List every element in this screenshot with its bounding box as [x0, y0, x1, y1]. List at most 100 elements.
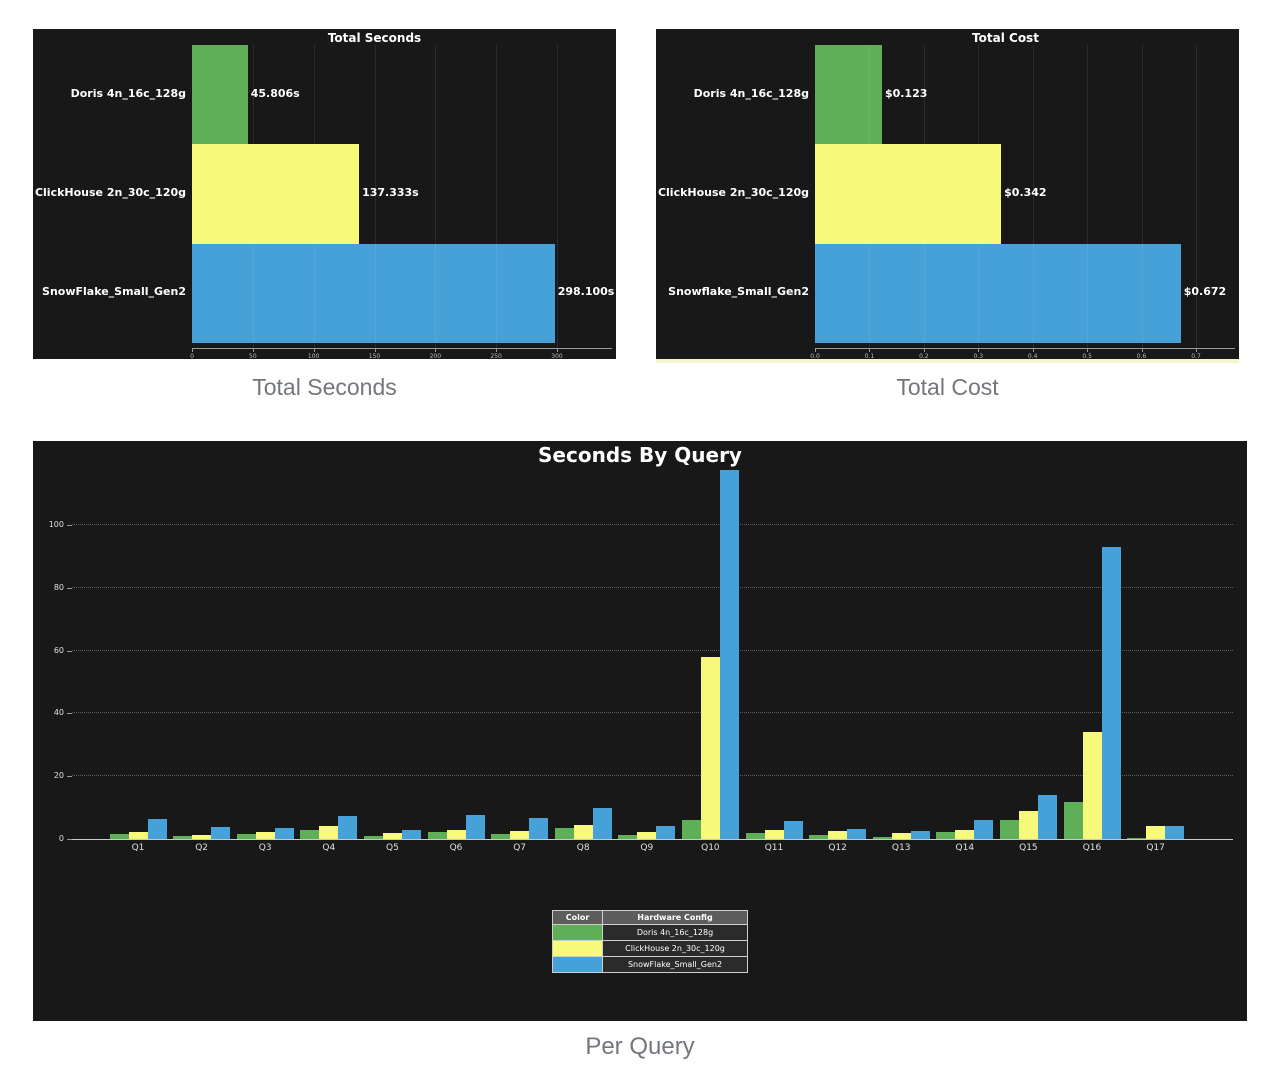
seconds-by-query-gridline	[72, 524, 1233, 525]
seconds-by-query-xtick-label: Q12	[828, 843, 847, 853]
seconds-by-query-xtick-label: Q7	[513, 843, 526, 853]
seconds-by-query-bar-Q11-yellow	[764, 829, 784, 839]
seconds-by-query-bar-Q10-yellow	[700, 656, 720, 839]
seconds-by-query-bar-Q1-blue	[147, 819, 167, 839]
seconds-by-query-bar-Q16-yellow	[1082, 732, 1102, 839]
seconds-by-query-xtick-label: Q14	[955, 843, 975, 853]
seconds-by-query-ytick-label: 40	[53, 708, 64, 718]
total-seconds-tick-label: 0	[190, 353, 194, 360]
total-seconds-value-label-0: 45.806s	[250, 86, 300, 100]
total-seconds-title: Total Seconds	[327, 31, 422, 45]
total-cost-tick-label: 0.7	[1191, 353, 1201, 360]
seconds-by-query-bar-Q1-green	[109, 833, 129, 839]
seconds-by-query-ytick-mark	[67, 587, 72, 589]
total-cost-gridline	[978, 45, 980, 348]
total-seconds-gridline	[435, 45, 437, 348]
seconds-by-query-bar-Q7-blue	[529, 817, 549, 839]
total-cost-category-label-1: ClickHouse 2n_30c_120g	[657, 186, 809, 199]
total-cost-value-label-0: $0.123	[884, 86, 928, 100]
seconds-by-query-x-axis	[72, 839, 1233, 840]
seconds-by-query-bar-Q14-yellow	[955, 829, 975, 839]
seconds-by-query-xtick-label: Q8	[576, 843, 590, 853]
total-seconds-gridline	[252, 45, 254, 348]
seconds-by-query-ytick-mark	[67, 839, 72, 840]
seconds-by-query-bar-Q4-blue	[338, 815, 358, 839]
total-seconds-tick-label: 100	[307, 353, 320, 360]
total-cost-tick-mark	[1032, 349, 1034, 352]
total-cost-gridline	[1087, 45, 1089, 348]
seconds-by-query-bar-Q5-blue	[401, 829, 421, 839]
seconds-by-query-ytick-mark	[67, 776, 72, 778]
total-cost-tick-mark	[923, 349, 925, 352]
total-cost-tick-label: 0.0	[810, 353, 820, 360]
legend-config-label: SnowFlake_Small_Gen2	[602, 956, 748, 973]
total-seconds-bar-1	[192, 144, 360, 244]
seconds-by-query-bar-Q9-green	[618, 835, 638, 839]
total-seconds-value-label-2: 298.100s	[557, 285, 615, 299]
seconds-by-query-ytick-label: 100	[48, 520, 64, 529]
seconds-by-query-bar-Q9-yellow	[637, 832, 657, 839]
seconds-by-query-ytick-label: 60	[53, 645, 64, 655]
total-cost-gridline	[1196, 45, 1197, 348]
total-seconds-gridline	[313, 45, 315, 348]
seconds-by-query-ytick-mark	[67, 525, 72, 526]
seconds-by-query-bar-Q12-green	[809, 834, 829, 839]
seconds-by-query-ytick-mark	[67, 650, 72, 652]
seconds-by-query-xtick-label: Q13	[891, 843, 911, 853]
seconds-by-query-xtick-label: Q10	[701, 843, 720, 853]
legend-header-color: Color	[552, 910, 603, 925]
total-cost-category-label-0: Doris 4n_16c_128g	[693, 86, 809, 100]
seconds-by-query-title: Seconds By Query	[538, 443, 742, 467]
total-seconds-category-label-1: ClickHouse 2n_30c_120g	[34, 186, 186, 199]
legend-config-label: Doris 4n_16c_128g	[602, 924, 748, 941]
total-cost-category-label-2: Snowflake_Small_Gen2	[668, 285, 809, 299]
total-cost-tick-label: 0.5	[1082, 353, 1092, 360]
seconds-by-query-chart: Seconds By Query 0 20 40 60 80 100 Q1 Q2 Q3 Q4 Q5 Q6…	[33, 441, 1247, 1021]
seconds-by-query-xtick-label: Q1	[131, 843, 145, 853]
seconds-by-query-bar-Q13-yellow	[891, 833, 911, 839]
seconds-by-query-bar-Q16-blue	[1101, 546, 1121, 839]
seconds-by-query-xtick-label: Q5	[385, 843, 399, 853]
seconds-by-query-bar-Q3-green	[236, 833, 256, 839]
total-seconds-bar-2	[192, 243, 555, 343]
total-seconds-gridline	[374, 45, 376, 348]
seconds-by-query-bar-Q2-blue	[211, 827, 231, 839]
seconds-by-query-xtick-label: Q17	[1146, 843, 1165, 853]
seconds-by-query-bar-Q8-green	[554, 828, 574, 839]
seconds-by-query-bar-Q14-green	[936, 832, 956, 839]
seconds-by-query-bar-Q16-green	[1063, 802, 1083, 839]
total-cost-tick-mark	[1141, 349, 1143, 352]
seconds-by-query-bar-Q10-green	[681, 820, 701, 839]
total-seconds-tick-label: 150	[368, 353, 381, 360]
legend-color-swatch-green	[552, 924, 603, 941]
seconds-by-query-bar-Q4-yellow	[319, 826, 339, 839]
seconds-by-query-bar-Q17-yellow	[1146, 826, 1166, 839]
seconds-by-query-bar-Q11-blue	[783, 821, 803, 839]
total-seconds-x-axis	[192, 348, 612, 349]
seconds-by-query-bar-Q7-green	[491, 833, 511, 839]
seconds-by-query-bar-Q4-green	[300, 830, 320, 839]
seconds-by-query-bar-Q15-yellow	[1018, 810, 1038, 839]
total-seconds-category-label-2: SnowFlake_Small_Gen2	[42, 285, 186, 299]
seconds-by-query-bar-Q14-blue	[974, 819, 994, 839]
legend-config-label: ClickHouse 2n_30c_120g	[602, 940, 748, 957]
seconds-by-query-xtick-label: Q9	[640, 843, 654, 853]
seconds-by-query-ytick-label: 0	[58, 834, 64, 843]
legend-color-swatch-yellow	[552, 940, 603, 957]
total-cost-x-axis	[815, 348, 1235, 349]
legend-row: ClickHouse 2n_30c_120g	[552, 940, 748, 957]
total-cost-tick-mark	[978, 349, 980, 352]
seconds-by-query-bar-Q5-yellow	[382, 832, 402, 839]
total-cost-tick-label: 0.3	[973, 353, 984, 360]
total-cost-tick-label: 0.6	[1136, 353, 1147, 360]
legend-row: SnowFlake_Small_Gen2	[552, 956, 748, 973]
seconds-by-query-bar-Q7-yellow	[510, 831, 530, 839]
total-cost-bar-0	[815, 45, 882, 145]
seconds-by-query-ytick-mark	[67, 713, 72, 715]
legend-header-hardware-config: Hardware Config	[602, 910, 748, 925]
total-seconds-gridline	[557, 45, 558, 348]
seconds-by-query-bar-Q5-green	[363, 835, 383, 839]
seconds-by-query-gridline	[72, 649, 1233, 651]
total-seconds-tick-mark	[192, 349, 193, 352]
